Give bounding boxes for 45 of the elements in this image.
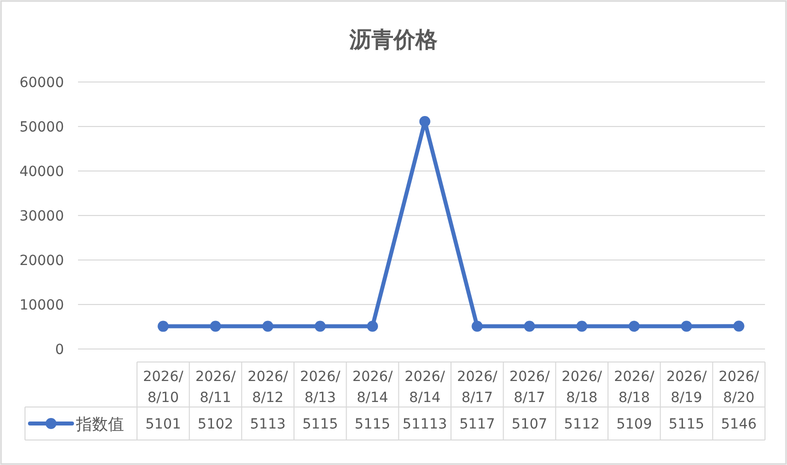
y-tick-label: 60000 [19, 75, 64, 91]
x-tick-label: 2026/8/18 [562, 369, 602, 406]
data-label: 5117 [459, 416, 495, 432]
y-tick-label: 40000 [19, 164, 64, 180]
data-label: 5115 [302, 416, 338, 432]
point [210, 320, 221, 332]
data-label: 5146 [721, 416, 757, 432]
x-tick-label: 2026/8/18 [614, 369, 655, 406]
y-tick-label: 30000 [19, 208, 64, 224]
y-tick-label: 20000 [19, 253, 64, 269]
x-tick-label: 2026/8/13 [300, 369, 341, 406]
data-label: 5101 [145, 416, 181, 432]
point [158, 320, 169, 332]
y-tick-label: 50000 [19, 120, 64, 136]
data-label: 5102 [198, 416, 234, 432]
point [681, 320, 692, 332]
x-tick-label: 2026/8/10 [142, 369, 184, 406]
point [262, 320, 274, 332]
x-tick-label: 2026/8/12 [248, 369, 288, 406]
data-label: 5115 [668, 416, 704, 432]
point [472, 320, 483, 332]
x-tick-label: 2026/8/19 [666, 369, 707, 406]
data-label: 5112 [564, 416, 600, 432]
x-tick-label: 2026/8/14 [404, 369, 446, 406]
data-label: 5109 [616, 416, 652, 432]
x-tick-label: 2026/8/20 [718, 369, 760, 406]
data-label: 5113 [250, 416, 286, 432]
x-tick-label: 2026/8/17 [509, 369, 550, 406]
chart-title: 沥青价格 [348, 27, 438, 52]
x-tick-label: 2026/8/14 [352, 369, 393, 406]
point [576, 320, 588, 332]
data-label: 51113 [402, 416, 448, 432]
y-tick-label: 10000 [19, 298, 64, 314]
point [367, 320, 378, 332]
data-label: 5107 [512, 416, 548, 432]
legend-label: 指数值 [75, 416, 124, 434]
point [733, 320, 744, 332]
x-tick-label: 2026/8/11 [195, 369, 236, 406]
point [628, 320, 640, 332]
point [314, 320, 326, 332]
point [419, 116, 430, 128]
y-tick-label: 0 [55, 342, 64, 358]
x-tick-label: 2026/8/17 [456, 369, 498, 406]
data-label: 5115 [354, 416, 390, 432]
point [524, 320, 535, 332]
